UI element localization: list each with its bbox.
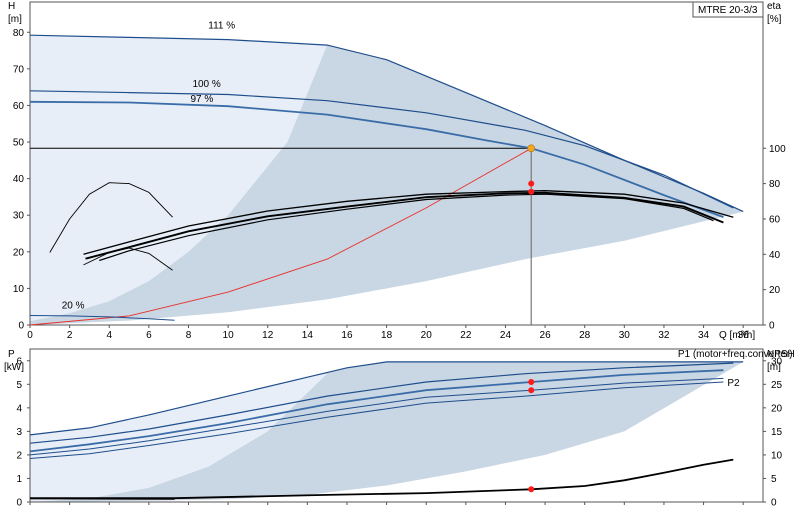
- eta-axis-label: eta: [767, 1, 781, 12]
- y-axis-unit: [m]: [8, 14, 22, 25]
- y-tick-label: 60: [13, 101, 25, 112]
- efficiency-curve: [99, 193, 714, 262]
- x-tick-label: 18: [381, 330, 393, 341]
- y-tick-label: 80: [13, 28, 25, 39]
- npsh-tick-label: 0: [771, 498, 777, 509]
- eta-tick-label: 100: [769, 144, 786, 155]
- eta-tick-label: 0: [769, 321, 775, 332]
- model-label-box: MTRE 20-3/3: [692, 1, 764, 18]
- y-tick-label: 0: [18, 321, 24, 332]
- eta-tick-label: 20: [769, 285, 781, 296]
- plot-frame: [29, 348, 764, 503]
- low-speed-range-area: [30, 35, 328, 322]
- power-curve: [29, 362, 734, 444]
- npsh-tick-label: 20: [771, 403, 783, 414]
- y-tick-label: 30: [13, 211, 25, 222]
- y-tick-label: 20: [13, 247, 25, 258]
- x-tick-label: 22: [460, 330, 472, 341]
- head-efficiency-chart: 111 %100 %97 %20 %0 2 4 6 8 10 12 14 16 18 20 22 24 2…: [8, 1, 786, 341]
- x-tick-label: 36: [738, 330, 750, 341]
- series-label: P1 (motor+freq.converter): [678, 349, 793, 360]
- x-tick-label: 2: [67, 330, 73, 341]
- npsh-curve: [30, 458, 734, 500]
- efficiency-duty-marker: [528, 188, 535, 195]
- x-tick-label: 30: [619, 330, 631, 341]
- x-tick-label: 4: [106, 330, 112, 341]
- y-tick-label: 10: [13, 284, 25, 295]
- x-tick-label: 8: [186, 330, 192, 341]
- speed-label: 97 %: [190, 94, 213, 105]
- npsh-duty-marker: [528, 486, 535, 493]
- x-tick-label: 32: [658, 330, 670, 341]
- npsh-tick-label: 15: [771, 427, 783, 438]
- x-tick-label: 12: [262, 330, 274, 341]
- speed-label: 100 %: [192, 79, 220, 90]
- y-tick-label: 50: [13, 138, 25, 149]
- power-tick-label: 2: [16, 450, 22, 461]
- series-label: P2: [727, 378, 740, 389]
- power-npsh-chart: P1 (motor+freq.converter)P20123456051015…: [4, 348, 795, 509]
- x-tick-label: 0: [27, 330, 33, 341]
- x-tick-label: 20: [421, 330, 433, 341]
- power-tick-label: 0: [16, 498, 22, 509]
- eta-tick-label: 40: [769, 250, 781, 261]
- power-tick-label: 5: [16, 380, 22, 391]
- x-tick-label: 24: [500, 330, 512, 341]
- x-tick-label: 6: [146, 330, 152, 341]
- eta-tick-label: 80: [769, 179, 781, 190]
- efficiency-curve: [83, 247, 173, 271]
- power-curve: [29, 377, 724, 456]
- x-tick-label: 16: [341, 330, 353, 341]
- x-tick-label: 14: [302, 330, 314, 341]
- y-tick-label: 40: [13, 174, 25, 185]
- head-curve: [29, 315, 175, 321]
- plot-frame: [29, 1, 764, 326]
- y-axis-label: H: [8, 1, 15, 12]
- efficiency-curve: [49, 182, 173, 253]
- power-low-range-area: [30, 373, 328, 502]
- power-axis-unit: [kW]: [4, 362, 24, 373]
- x-tick-label: 34: [698, 330, 710, 341]
- power-duty-marker: [528, 378, 535, 385]
- model-label: MTRE 20-3/3: [698, 5, 758, 16]
- power-tick-label: 3: [16, 427, 22, 438]
- npsh-curve: [29, 498, 175, 500]
- eta-tick-label: 60: [769, 214, 781, 225]
- x-tick-label: 26: [540, 330, 552, 341]
- npsh-tick-label: 30: [771, 356, 783, 367]
- npsh-axis-unit: [m]: [767, 362, 781, 373]
- npsh-tick-label: 25: [771, 380, 783, 391]
- npsh-axis-label: NPSH: [767, 349, 795, 360]
- head-curve: [29, 90, 734, 209]
- power-curve: [29, 361, 744, 436]
- power-duty-marker: [528, 387, 535, 394]
- speed-label: 20 %: [62, 301, 85, 312]
- speed-label: 111 %: [208, 21, 235, 32]
- efficiency-duty-marker: [528, 180, 535, 187]
- npsh-tick-label: 5: [771, 474, 777, 485]
- power-range-area: [30, 361, 744, 502]
- x-tick-label: 28: [579, 330, 591, 341]
- head-curve: [29, 34, 744, 213]
- y-tick-label: 70: [13, 64, 25, 75]
- head-curve: [29, 100, 724, 218]
- eta-axis-unit: [%]: [767, 14, 782, 25]
- npsh-tick-label: 10: [771, 450, 783, 461]
- efficiency-curve: [85, 191, 724, 260]
- x-tick-label: 10: [223, 330, 235, 341]
- efficiency-curve: [83, 190, 734, 255]
- x-axis-label: Q [m³/h]: [719, 330, 755, 341]
- power-tick-label: 4: [16, 403, 22, 414]
- power-curve: [29, 369, 724, 453]
- power-tick-label: 6: [16, 356, 22, 367]
- duty-point-marker: [527, 144, 536, 153]
- power-curve: [29, 381, 724, 459]
- power-axis-label: P: [8, 349, 15, 360]
- power-tick-label: 1: [16, 474, 22, 485]
